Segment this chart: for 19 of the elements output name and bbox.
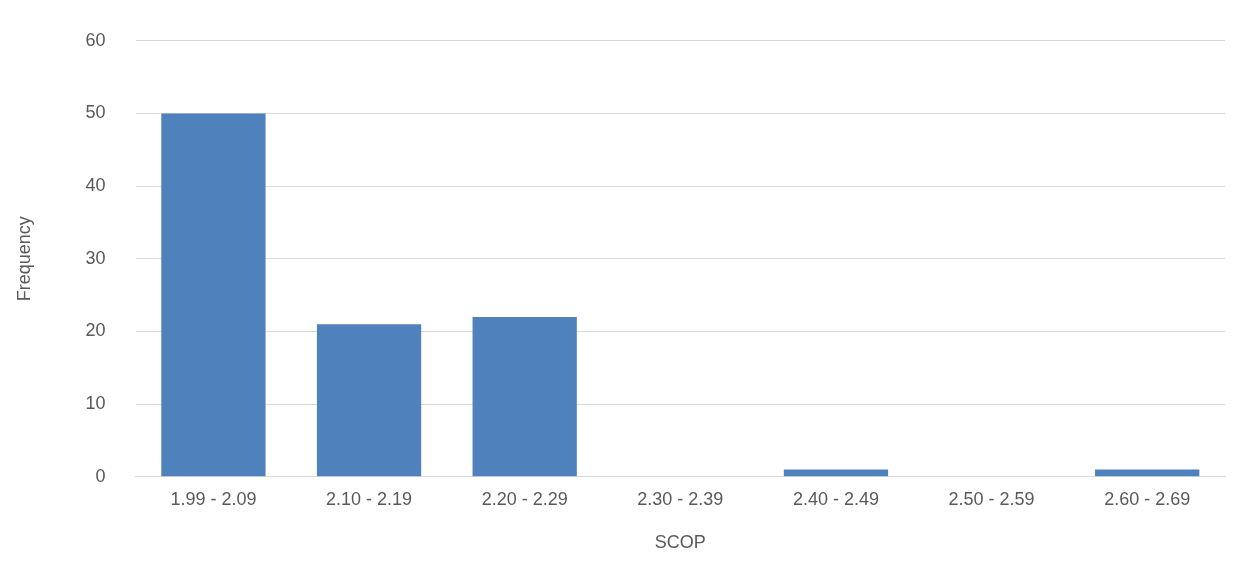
y-tick-label: 50	[85, 102, 106, 123]
x-tick-label: 2.30 - 2.39	[637, 488, 724, 509]
y-tick-label: 0	[95, 465, 106, 486]
x-tick-label: 2.10 - 2.19	[326, 488, 413, 509]
x-tick-label: 2.40 - 2.49	[792, 488, 879, 509]
x-tick-label: 1.99 - 2.09	[170, 488, 257, 509]
x-tick-label: 2.50 - 2.59	[948, 488, 1035, 509]
y-tick-label: 10	[85, 393, 106, 414]
y-axis-title: Frequency	[13, 216, 34, 302]
x-tick-label: 2.20 - 2.29	[481, 488, 568, 509]
bar	[472, 316, 577, 477]
bar	[161, 113, 266, 477]
bar	[316, 324, 422, 477]
y-tick-label: 60	[85, 29, 106, 50]
x-axis-title: SCOP	[654, 532, 706, 553]
x-tick-label: 2.60 - 2.69	[1104, 488, 1191, 509]
y-tick-label: 40	[85, 175, 106, 196]
y-tick-label: 20	[85, 320, 106, 341]
y-tick-label: 30	[85, 247, 106, 268]
